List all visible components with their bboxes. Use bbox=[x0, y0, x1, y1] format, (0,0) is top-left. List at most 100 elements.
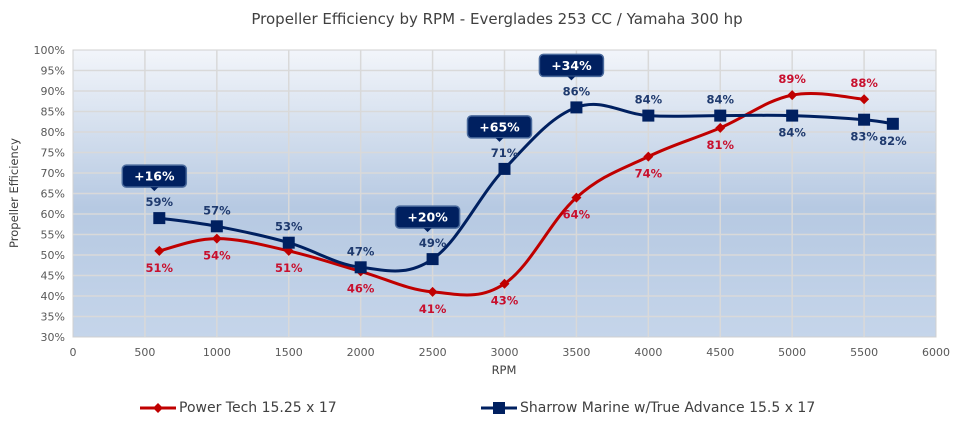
y-tick-label: 40% bbox=[41, 290, 65, 303]
y-tick-label: 30% bbox=[41, 331, 65, 344]
x-tick-label: 3500 bbox=[562, 346, 590, 359]
data-point-marker bbox=[282, 236, 295, 249]
y-tick-label: 70% bbox=[41, 167, 65, 180]
data-point-marker bbox=[153, 212, 166, 225]
y-tick-label: 55% bbox=[41, 229, 65, 242]
data-label: 51% bbox=[275, 261, 303, 275]
x-tick-label: 1000 bbox=[203, 346, 231, 359]
y-tick-label: 90% bbox=[41, 85, 65, 98]
data-label: 82% bbox=[879, 134, 907, 148]
chart-title: Propeller Efficiency by RPM - Everglades… bbox=[251, 10, 742, 28]
data-label: 57% bbox=[203, 203, 231, 217]
legend-item-sharrow[interactable]: Sharrow Marine w/True Advance 15.5 x 17 bbox=[481, 400, 815, 416]
data-point-marker bbox=[786, 109, 799, 122]
gain-callout: +20% bbox=[394, 205, 461, 233]
callout-pointer bbox=[495, 137, 504, 142]
data-label: 53% bbox=[275, 220, 303, 234]
x-tick-label: 2000 bbox=[347, 346, 375, 359]
callout-pointer bbox=[150, 187, 159, 192]
x-tick-label: 4000 bbox=[634, 346, 662, 359]
y-axis-ticks: 30% 35% 40% 45% 50% 55% 60% 65% 70% 75% 80% 85% 90% 9… bbox=[34, 44, 65, 344]
x-tick-label: 3000 bbox=[491, 346, 519, 359]
data-point-marker bbox=[715, 122, 726, 133]
data-label: 49% bbox=[419, 236, 447, 250]
data-label: 41% bbox=[419, 302, 447, 316]
data-point-marker bbox=[859, 94, 870, 105]
x-tick-label: 2500 bbox=[419, 346, 447, 359]
callouts: +16% +20% +65% +34% bbox=[121, 53, 605, 233]
x-tick-label: 1500 bbox=[275, 346, 303, 359]
data-point-marker bbox=[858, 113, 871, 126]
x-tick-label: 0 bbox=[70, 346, 77, 359]
x-tick-label: 6000 bbox=[922, 346, 950, 359]
y-tick-label: 65% bbox=[41, 188, 65, 201]
data-label: 43% bbox=[491, 294, 519, 308]
callout-text: +20% bbox=[407, 210, 448, 225]
data-point-marker bbox=[570, 101, 583, 114]
y-tick-label: 50% bbox=[41, 249, 65, 262]
y-tick-label: 75% bbox=[41, 147, 65, 160]
data-label: 89% bbox=[778, 72, 806, 86]
y-tick-label: 85% bbox=[41, 106, 65, 119]
data-label: 84% bbox=[706, 93, 734, 107]
data-point-marker bbox=[714, 109, 727, 122]
series-power-tech: 51% 54% 51% 46% 41% 43% 64% 74% 81% 89% 88% bbox=[146, 72, 879, 316]
data-label: 71% bbox=[491, 146, 519, 160]
data-point-marker bbox=[498, 162, 511, 175]
y-tick-label: 95% bbox=[41, 65, 65, 78]
y-tick-label: 45% bbox=[41, 270, 65, 283]
legend-label: Sharrow Marine w/True Advance 15.5 x 17 bbox=[520, 400, 816, 416]
data-label: 54% bbox=[203, 249, 231, 263]
data-label: 51% bbox=[146, 261, 174, 275]
series-sharrow: 59% 57% 53% 47% 49% 71% 86% 84% 84% 84% 83% 82% bbox=[146, 84, 907, 274]
data-point-marker bbox=[643, 151, 654, 162]
y-axis-title: Propeller Efficiency bbox=[7, 138, 21, 248]
data-point-marker bbox=[426, 253, 439, 266]
data-label: 74% bbox=[635, 167, 663, 181]
data-label: 83% bbox=[850, 130, 878, 144]
data-point-marker bbox=[499, 278, 510, 289]
data-point-marker bbox=[571, 192, 582, 203]
x-tick-label: 5000 bbox=[778, 346, 806, 359]
x-axis-title: RPM bbox=[492, 363, 517, 377]
data-label: 81% bbox=[706, 138, 734, 152]
series-line bbox=[158, 91, 865, 297]
gain-callout: +65% bbox=[466, 115, 533, 142]
data-label: 59% bbox=[146, 195, 174, 209]
callout-pointer bbox=[567, 76, 576, 81]
x-tick-label: 5500 bbox=[850, 346, 878, 359]
y-tick-label: 35% bbox=[41, 311, 65, 324]
data-point-marker bbox=[154, 245, 165, 256]
efficiency-chart: Propeller Efficiency by RPM - Everglades… bbox=[7, 10, 951, 377]
data-point-marker bbox=[210, 220, 223, 233]
legend: Power Tech 15.25 x 17 Sharrow Marine w/T… bbox=[0, 400, 975, 422]
data-label: 84% bbox=[635, 93, 663, 107]
x-tick-label: 4500 bbox=[706, 346, 734, 359]
callout-pointer bbox=[423, 228, 432, 233]
data-label: 47% bbox=[347, 244, 375, 258]
legend-label: Power Tech 15.25 x 17 bbox=[179, 400, 337, 416]
y-tick-label: 80% bbox=[41, 126, 65, 139]
data-label: 86% bbox=[563, 84, 591, 98]
navy-square-line-icon bbox=[481, 402, 517, 414]
x-axis-ticks: 0 500 1000 1500 2000 2500 3000 3500 4000 4500 5000… bbox=[70, 346, 951, 359]
legend-item-power-tech[interactable]: Power Tech 15.25 x 17 bbox=[140, 400, 337, 416]
y-tick-label: 100% bbox=[34, 44, 65, 57]
data-point-marker bbox=[787, 90, 798, 101]
callout-text: +34% bbox=[551, 58, 592, 73]
data-point-marker bbox=[886, 117, 899, 130]
data-point-marker bbox=[354, 261, 367, 274]
data-point-marker bbox=[211, 233, 222, 244]
data-label: 84% bbox=[778, 126, 806, 140]
data-point-marker bbox=[642, 109, 655, 122]
x-tick-label: 500 bbox=[134, 346, 155, 359]
data-label: 64% bbox=[563, 208, 591, 222]
data-point-marker bbox=[427, 286, 438, 297]
series-layer: 51%54%51%46%41%43%64%74%81%89% 88%59%57%5… bbox=[146, 72, 908, 316]
red-diamond-line-icon bbox=[140, 403, 176, 413]
gain-callout: +34% bbox=[538, 53, 605, 81]
callout-text: +65% bbox=[479, 119, 520, 134]
data-label: 88% bbox=[850, 76, 878, 90]
callout-text: +16% bbox=[134, 169, 175, 184]
data-label: 46% bbox=[347, 281, 375, 295]
